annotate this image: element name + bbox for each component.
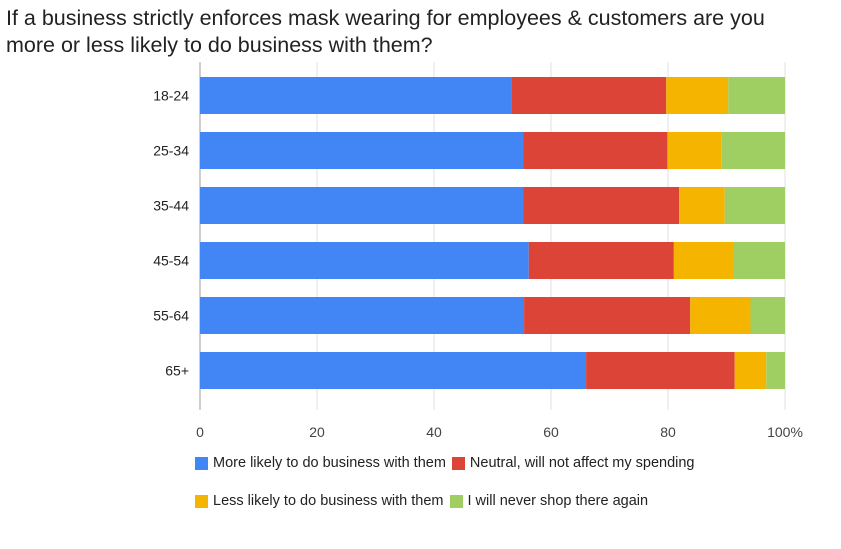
bar-segment	[528, 242, 674, 279]
category-label: 35-44	[153, 198, 189, 214]
x-tick-label: 0	[196, 424, 204, 440]
legend-item-neutral: Neutral, will not affect my spending	[451, 455, 695, 471]
bar-segment	[667, 132, 722, 169]
legend-label: More likely to do business with them	[213, 455, 446, 471]
category-label: 45-54	[153, 253, 189, 269]
legend: More likely to do business with them Neu…	[195, 455, 815, 531]
legend-swatch	[195, 494, 208, 508]
bar-segment	[200, 187, 524, 224]
bar-segment	[523, 187, 680, 224]
category-label: 65+	[165, 363, 189, 379]
bar-segment	[524, 297, 691, 334]
legend-row: Less likely to do business with them I w…	[195, 493, 815, 531]
legend-label: Neutral, will not affect my spending	[469, 455, 695, 471]
bar-segment	[733, 242, 785, 279]
bar-segment	[766, 352, 785, 389]
bar-segment	[724, 187, 785, 224]
category-label: 25-34	[153, 143, 189, 159]
category-labels: 18-24 25-34 35-44 45-54 55-64 65+	[153, 88, 189, 379]
bar-segment	[200, 352, 587, 389]
x-tick-label: 100%	[767, 424, 803, 440]
bar-segment	[673, 242, 734, 279]
chart-title: If a business strictly enforces mask wea…	[6, 5, 836, 59]
chart-title-line-2: more or less likely to do business with …	[6, 33, 433, 57]
x-tick-label: 60	[543, 424, 559, 440]
bar-segment	[679, 187, 725, 224]
legend-label: Less likely to do business with them	[213, 493, 444, 509]
legend-item-more-likely: More likely to do business with them	[195, 455, 446, 471]
x-tick-label: 20	[309, 424, 325, 440]
x-tick-label: 40	[426, 424, 442, 440]
bar-segment	[586, 352, 735, 389]
chart-title-line-1: If a business strictly enforces mask wea…	[6, 6, 765, 30]
x-tick-label: 80	[660, 424, 676, 440]
bar-segment	[200, 297, 525, 334]
bar-segment	[750, 297, 785, 334]
x-axis-ticks: 0 20 40 60 80 100%	[196, 424, 803, 440]
bar-segment	[200, 132, 524, 169]
bar-segment	[690, 297, 751, 334]
legend-swatch	[451, 456, 465, 470]
category-label: 18-24	[153, 88, 189, 104]
bar-segment	[511, 77, 667, 114]
legend-swatch	[195, 456, 208, 470]
bar-segment	[200, 77, 512, 114]
category-label: 55-64	[153, 308, 189, 324]
bar-segment	[728, 77, 785, 114]
legend-row: More likely to do business with them Neu…	[195, 455, 815, 493]
bar-segment	[200, 242, 529, 279]
legend-swatch	[449, 494, 463, 508]
bar-segment	[666, 77, 729, 114]
legend-label: I will never shop there again	[467, 493, 649, 509]
bar-segment	[734, 352, 767, 389]
legend-item-less-likely: Less likely to do business with them	[195, 493, 444, 509]
bar-segment	[721, 132, 785, 169]
bar-series	[200, 77, 785, 389]
bar-segment	[523, 132, 668, 169]
legend-item-never-shop: I will never shop there again	[449, 493, 649, 509]
